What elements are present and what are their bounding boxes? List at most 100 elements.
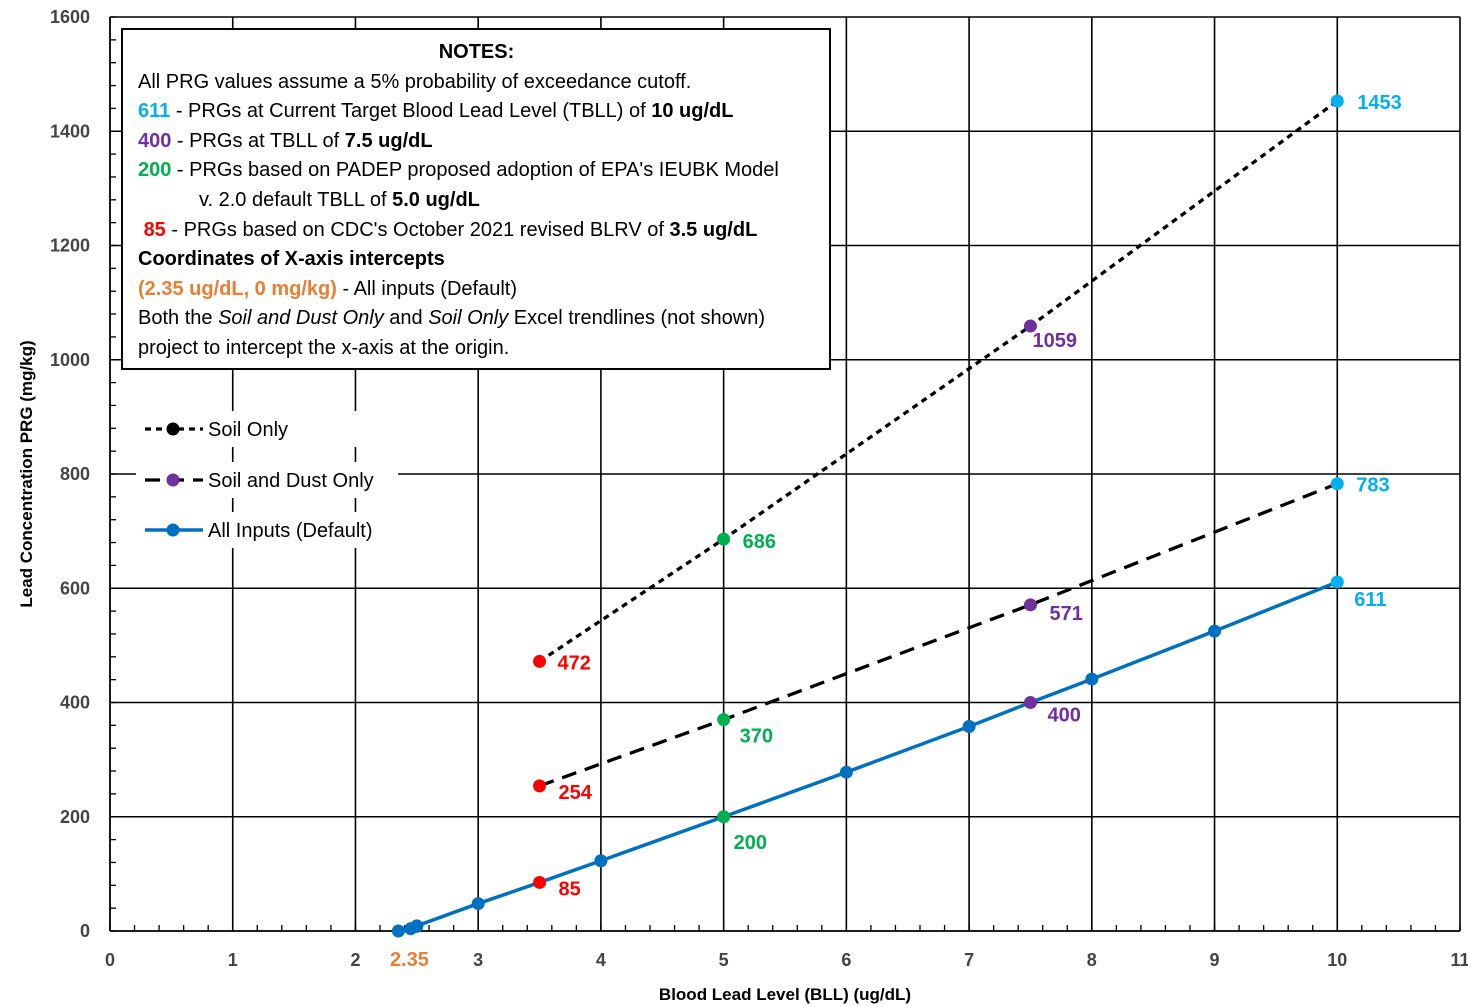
y-tick-label: 400 [60,693,90,713]
notes-intercepts-heading: Coordinates of X-axis intercepts [138,248,445,271]
data-point [533,779,547,793]
x-tick-label: 11 [1450,950,1468,970]
notes-bold: 5.0 ug/dL [392,188,480,211]
series-soil-and-dust-only: 254 370 571 783 [533,475,1390,804]
notes-line-intercept-default: (2.35 ug/dL, 0 mg/kg) - All inputs (Defa… [138,275,815,305]
notes-text: - All inputs (Default) [336,277,517,300]
notes-text: Excel trendlines (not shown) [508,307,766,330]
y-tick-label: 1400 [50,121,90,141]
notes-key-611: 611 [138,100,171,123]
series-all-inputs-default: 85 200 400 611 [391,575,1387,938]
y-tick-label: 600 [60,578,90,598]
data-point [594,854,608,868]
data-point [391,924,405,938]
series-soil-only: 472 686 1059 1453 [533,92,1402,674]
x-tick-label: 0 [105,950,115,970]
notes-key-200: 200 [138,159,172,182]
series-line [538,482,1338,788]
y-tick-label: 1000 [50,350,90,370]
data-label: 1059 [1032,330,1077,352]
data-label: 472 [558,652,591,674]
data-label: 200 [734,832,767,854]
data-point [717,713,731,727]
data-label: 1453 [1357,92,1402,114]
notes-italic: Soil Only [428,307,509,330]
notes-line-origin: project to intercept the x-axis at the o… [138,336,510,359]
notes-line-exceedance: All PRG values assume a 5% probability o… [138,70,692,93]
x-tick-label: 3 [473,950,483,970]
data-label: 370 [740,726,773,748]
data-point [717,532,731,546]
data-point [962,719,976,733]
x-tick-label: 2 [350,950,360,970]
legend-marker [166,523,180,537]
x-tick-label: 1 [228,950,238,970]
x-tick-label: 5 [719,950,729,970]
data-label: 783 [1356,475,1389,497]
notes-line-tbll-7-5: 400 - PRGs at TBLL of 7.5 ug/dL [138,127,815,157]
data-point [1330,94,1344,108]
tick-labels: 0 1 2 3 4 5 6 7 8 9 10 11 0 200 400 600 800 1000 1200 1400 1… [50,7,1468,971]
data-label: 571 [1049,603,1082,625]
data-point [1330,477,1344,491]
legend: Soil Only Soil and Dust Only All Inputs (D… [136,411,398,548]
data-point [471,897,485,911]
x-axis-title: Blood Lead Level (BLL) (ug/dL) [659,985,911,1004]
notes-text: Both the [138,307,219,330]
data-point [1330,575,1344,589]
x-tick-label: 9 [1210,950,1220,970]
x-tick-label: 7 [964,950,974,970]
data-point [1023,319,1037,333]
data-point [717,810,731,824]
x-tick-label: 10 [1327,950,1347,970]
notes-text: - PRGs based on CDC's October 2021 revis… [165,218,670,241]
notes-text: - PRGs based on PADEP proposed adoption … [171,159,779,182]
legend-marker [166,422,180,436]
data-point [533,654,547,668]
notes-bold: 3.5 ug/dL [669,218,758,241]
data-point [1023,696,1037,709]
x-tick-label: 8 [1087,950,1097,970]
data-point [533,875,547,889]
data-label: 686 [743,531,776,553]
data-point [839,765,853,779]
notes-text: - PRGs at TBLL of [171,129,345,152]
y-tick-label: 1600 [50,7,90,27]
series: 472 686 1059 1453 254 370 571 783 85 200 400 611 [391,92,1402,938]
data-point [1208,624,1222,638]
y-axis-title: Lead Concentration PRG (mg/kg) [17,340,36,607]
legend-marker [166,473,180,487]
notes-key-85: 85 [143,218,166,241]
notes-box: NOTES: All PRG values assume a 5% probab… [121,28,831,370]
data-label: 85 [559,878,581,900]
notes-italic: Soil and Dust Only [218,307,384,330]
notes-text: - PRGs at Current Target Blood Lead Leve… [170,100,652,123]
data-label: 611 [1354,589,1386,611]
notes-bold: 7.5 ug/dL [344,129,433,152]
legend-label: Soil Only [208,419,288,441]
notes-line-ieubk-default: v. 2.0 default TBLL of 5.0 ug/dL [138,186,815,216]
data-point [1023,598,1037,612]
x-intercept-label: 2.35 [390,949,429,971]
notes-intercept-coords: (2.35 ug/dL, 0 mg/kg) [138,277,337,300]
notes-text: v. 2.0 default TBLL of [199,188,393,211]
notes-title: NOTES: [438,41,515,63]
y-tick-label: 200 [60,807,90,827]
notes-line-cdc: 85 - PRGs based on CDC's October 2021 re… [138,216,815,246]
data-label: 400 [1047,705,1080,727]
data-point [410,919,424,933]
notes-bold: 10 ug/dL [651,100,734,123]
x-tick-label: 4 [596,950,606,970]
notes-key-400: 400 [138,129,172,152]
y-tick-label: 0 [80,921,90,941]
notes-text: and [383,307,429,330]
x-tick-label: 6 [841,950,851,970]
y-tick-label: 1200 [50,236,90,256]
data-point [1085,672,1099,686]
legend-label: Soil and Dust Only [208,470,374,492]
notes-line-padep: 200 - PRGs based on PADEP proposed adopt… [138,156,815,186]
data-label: 254 [559,782,593,804]
notes-line-current-tbll: 611 - PRGs at Current Target Blood Lead … [138,97,815,127]
series-line [538,99,1339,663]
